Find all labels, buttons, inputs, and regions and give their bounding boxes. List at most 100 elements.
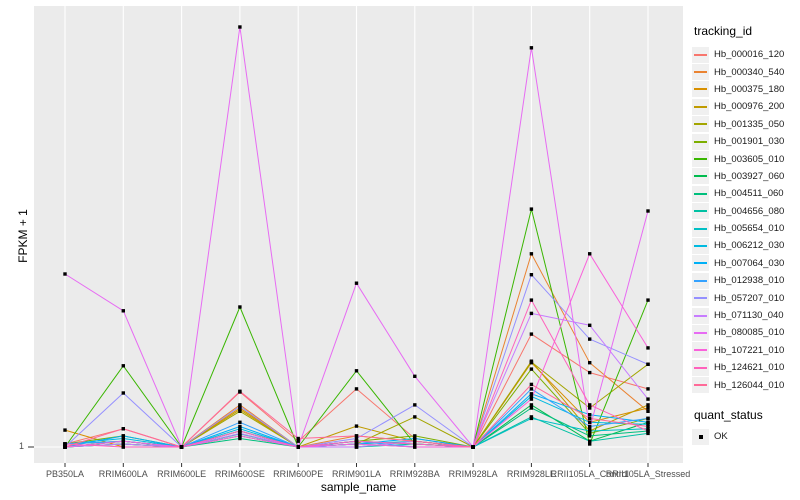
legend-line-swatch [694, 297, 707, 300]
legend-key-box [692, 307, 709, 324]
legend-item: Hb_012938_010 [692, 272, 798, 289]
legend-item-label: Hb_001335_050 [714, 118, 785, 130]
legend: tracking_id Hb_000016_120 Hb_000340_540 Hb… [692, 24, 798, 445]
legend-title-tracking-id: tracking_id [694, 24, 753, 38]
legend-item-label: Hb_000340_540 [714, 66, 785, 78]
legend-line-swatch [694, 175, 707, 178]
legend-line-swatch [694, 71, 707, 74]
legend-key-box [692, 98, 709, 115]
x-axis-title: sample_name [320, 480, 397, 494]
svg-text:RRII105LA_Stressed: RRII105LA_Stressed [606, 469, 691, 479]
legend-item-label: Hb_005654_010 [714, 223, 785, 235]
legend-item: Hb_080085_010 [692, 324, 798, 341]
legend-key-box [692, 290, 709, 307]
legend-item: Hb_000016_120 [692, 46, 798, 63]
legend-line-swatch [694, 366, 707, 369]
legend-item-label: Hb_003927_060 [714, 170, 785, 182]
legend-key-box [692, 168, 709, 185]
legend-line-swatch [694, 279, 707, 282]
legend-key-box [692, 151, 709, 168]
legend-item-label: Hb_006212_030 [714, 240, 785, 252]
legend-line-swatch [694, 244, 707, 247]
legend-items: Hb_000016_120 Hb_000340_540 Hb_000375_180 H… [692, 46, 798, 394]
legend-item-label: Hb_126044_010 [714, 379, 785, 391]
legend-item-label: Hb_107221_010 [714, 344, 785, 356]
legend-item-label: Hb_012938_010 [714, 275, 785, 287]
legend-item: Hb_003605_010 [692, 150, 798, 168]
svg-text:RRIM928LA: RRIM928LA [449, 469, 498, 479]
legend-key-box [692, 324, 709, 341]
legend-item-label: Hb_004511_060 [714, 188, 784, 200]
svg-text:RRIM600LA: RRIM600LA [99, 469, 148, 479]
legend-item: Hb_005654_010 [692, 220, 798, 237]
svg-text:RRIM600PE: RRIM600PE [273, 469, 323, 479]
legend-line-swatch [694, 384, 707, 387]
legend-item: Hb_124621_010 [692, 359, 798, 376]
legend-line-swatch [694, 53, 707, 56]
legend-line-swatch [694, 158, 707, 161]
legend-item: Hb_004656_080 [692, 203, 798, 220]
legend-item-label: Hb_000976_200 [714, 101, 785, 113]
svg-text:RRIM928BA: RRIM928BA [390, 469, 440, 479]
legend-line-swatch [694, 123, 707, 126]
legend-item: Hb_000340_540 [692, 63, 798, 81]
legend-item: Hb_000976_200 [692, 98, 798, 115]
legend-line-swatch [694, 140, 707, 143]
axis-ticks [28, 446, 649, 467]
quant-status-points [63, 25, 650, 449]
legend-line-swatch [694, 192, 707, 195]
legend-item-label: Hb_124621_010 [714, 362, 785, 374]
legend-key-box [692, 46, 709, 63]
legend-item-label: Hb_000375_180 [714, 83, 785, 95]
svg-text:RRIM901LA: RRIM901LA [332, 469, 381, 479]
legend-item-label: Hb_004656_080 [714, 205, 785, 217]
legend-item-label: Hb_001901_030 [714, 136, 785, 148]
legend-item: Hb_126044_010 [692, 376, 798, 394]
legend-item: Hb_107221_010 [692, 342, 798, 359]
legend-line-swatch [694, 227, 707, 230]
legend-key-box [692, 203, 709, 220]
y-axis-tick-label: 1 [18, 441, 24, 451]
legend-item: Hb_057207_010 [692, 289, 798, 307]
legend-key-box [692, 81, 709, 98]
svg-text:RRIM928LE: RRIM928LE [507, 469, 556, 479]
svg-text:RRIM600LE: RRIM600LE [157, 469, 206, 479]
legend-key-box [692, 272, 709, 289]
legend-line-swatch [694, 88, 707, 91]
panel-background [34, 6, 683, 463]
ok-point-icon [698, 434, 703, 439]
legend-line-swatch [694, 210, 707, 213]
legend-line-swatch [694, 105, 707, 108]
legend-title-quant-status: quant_status [694, 407, 763, 422]
legend-line-swatch [694, 314, 707, 317]
legend-key-box [692, 64, 709, 81]
legend-key-box [692, 428, 709, 445]
legend-item: Hb_007064_030 [692, 255, 798, 272]
legend-item-label: Hb_080085_010 [714, 327, 785, 339]
legend-item-quant-status: OK [692, 428, 798, 445]
legend-key-box [692, 342, 709, 359]
legend-item: Hb_071130_040 [692, 307, 798, 324]
legend-item-label: Hb_000016_120 [714, 49, 785, 61]
legend-item-label: Hb_057207_010 [714, 292, 785, 304]
legend-item: Hb_003927_060 [692, 168, 798, 185]
legend-line-swatch [694, 349, 707, 352]
legend-item: Hb_000375_180 [692, 81, 798, 98]
legend-item: Hb_001901_030 [692, 133, 798, 150]
legend-key-box [692, 116, 709, 133]
legend-item: Hb_001335_050 [692, 116, 798, 133]
legend-item: Hb_004511_060 [692, 185, 798, 202]
legend-item-label: OK [714, 431, 728, 442]
legend-key-box [692, 359, 709, 376]
svg-text:PB350LA: PB350LA [46, 469, 84, 479]
legend-item: Hb_006212_030 [692, 237, 798, 254]
y-axis-title: FPKM + 1 [16, 209, 30, 263]
legend-key-box [692, 255, 709, 272]
legend-item-label: Hb_007064_030 [714, 257, 785, 269]
legend-key-box [692, 237, 709, 254]
legend-line-swatch [694, 331, 707, 334]
x-axis-tick-labels: PB350LA RRIM600LA RRIM600LE RRIM600SE RRIM60… [46, 469, 690, 479]
legend-item-label: Hb_071130_040 [714, 310, 784, 322]
